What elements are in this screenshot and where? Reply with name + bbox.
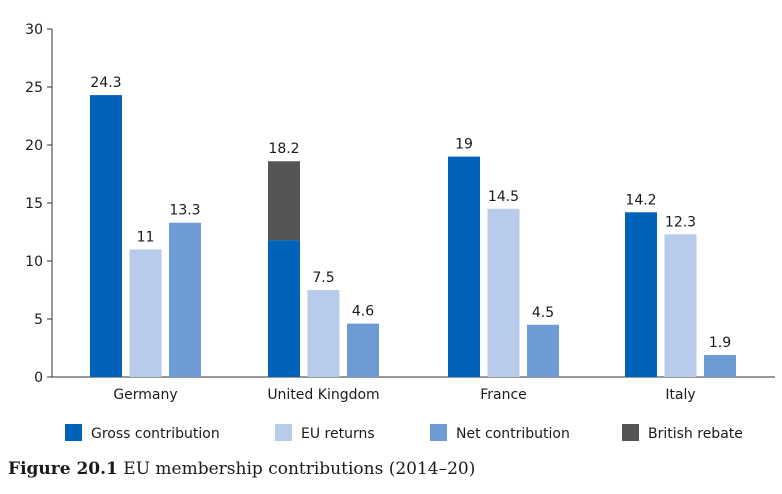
bar xyxy=(625,212,657,377)
data-label: 4.5 xyxy=(532,305,554,321)
legend-swatch xyxy=(622,424,639,441)
axes: 0 5 10 15 20 25 30 Germany United Kingdom France I… xyxy=(25,22,775,403)
data-label: 14.5 xyxy=(488,189,519,205)
x-tick-label: Italy xyxy=(665,387,695,403)
legend-swatch xyxy=(65,424,82,441)
bars xyxy=(90,95,736,378)
y-tick-label: 0 xyxy=(34,370,43,386)
y-tick-label: 30 xyxy=(25,22,43,38)
bar xyxy=(307,290,340,377)
legend-swatch xyxy=(275,424,292,441)
y-tick-label: 15 xyxy=(25,196,43,212)
data-label: 4.6 xyxy=(352,304,374,320)
data-label: 11 xyxy=(137,229,155,245)
bar xyxy=(448,156,480,377)
legend-label: Gross contribution xyxy=(91,426,220,442)
data-labels: 24.3 11 13.3 18.2 7.5 4.6 19 14.5 4.5 14.2 12.3 1.9 xyxy=(90,75,731,351)
legend-label: British rebate xyxy=(648,426,743,442)
bar xyxy=(664,234,697,377)
bar xyxy=(704,354,736,377)
legend: Gross contribution EU returns Net contribu… xyxy=(65,424,743,442)
y-tick-label: 5 xyxy=(34,312,43,328)
bar xyxy=(347,323,379,377)
bar xyxy=(487,208,520,377)
bar xyxy=(169,222,201,377)
legend-label: EU returns xyxy=(301,426,375,442)
legend-label: Net contribution xyxy=(456,426,570,442)
data-label: 24.3 xyxy=(90,75,121,91)
data-label: 1.9 xyxy=(709,335,731,351)
figure-title: EU membership contributions (2014–20) xyxy=(123,459,476,479)
bar xyxy=(129,249,162,377)
y-tick-label: 20 xyxy=(25,138,43,154)
data-label: 13.3 xyxy=(169,203,200,219)
data-label: 12.3 xyxy=(665,214,696,230)
data-label: 19 xyxy=(455,137,473,153)
x-tick-label: Germany xyxy=(113,387,177,403)
data-label: 14.2 xyxy=(625,192,656,208)
y-tick-label: 25 xyxy=(25,80,43,96)
bar xyxy=(268,240,300,377)
data-label: 7.5 xyxy=(312,270,334,286)
figure-number: Figure 20.1 xyxy=(8,459,118,479)
x-tick-label: France xyxy=(480,387,527,403)
legend-swatch xyxy=(430,424,447,441)
figure-caption: Figure 20.1 EU membership contributions … xyxy=(8,459,475,479)
data-label: 18.2 xyxy=(268,141,299,157)
x-tick-label: United Kingdom xyxy=(267,387,379,403)
bar-stacked xyxy=(268,161,300,241)
bar xyxy=(527,324,559,377)
bar xyxy=(90,95,122,378)
y-tick-label: 10 xyxy=(25,254,43,270)
